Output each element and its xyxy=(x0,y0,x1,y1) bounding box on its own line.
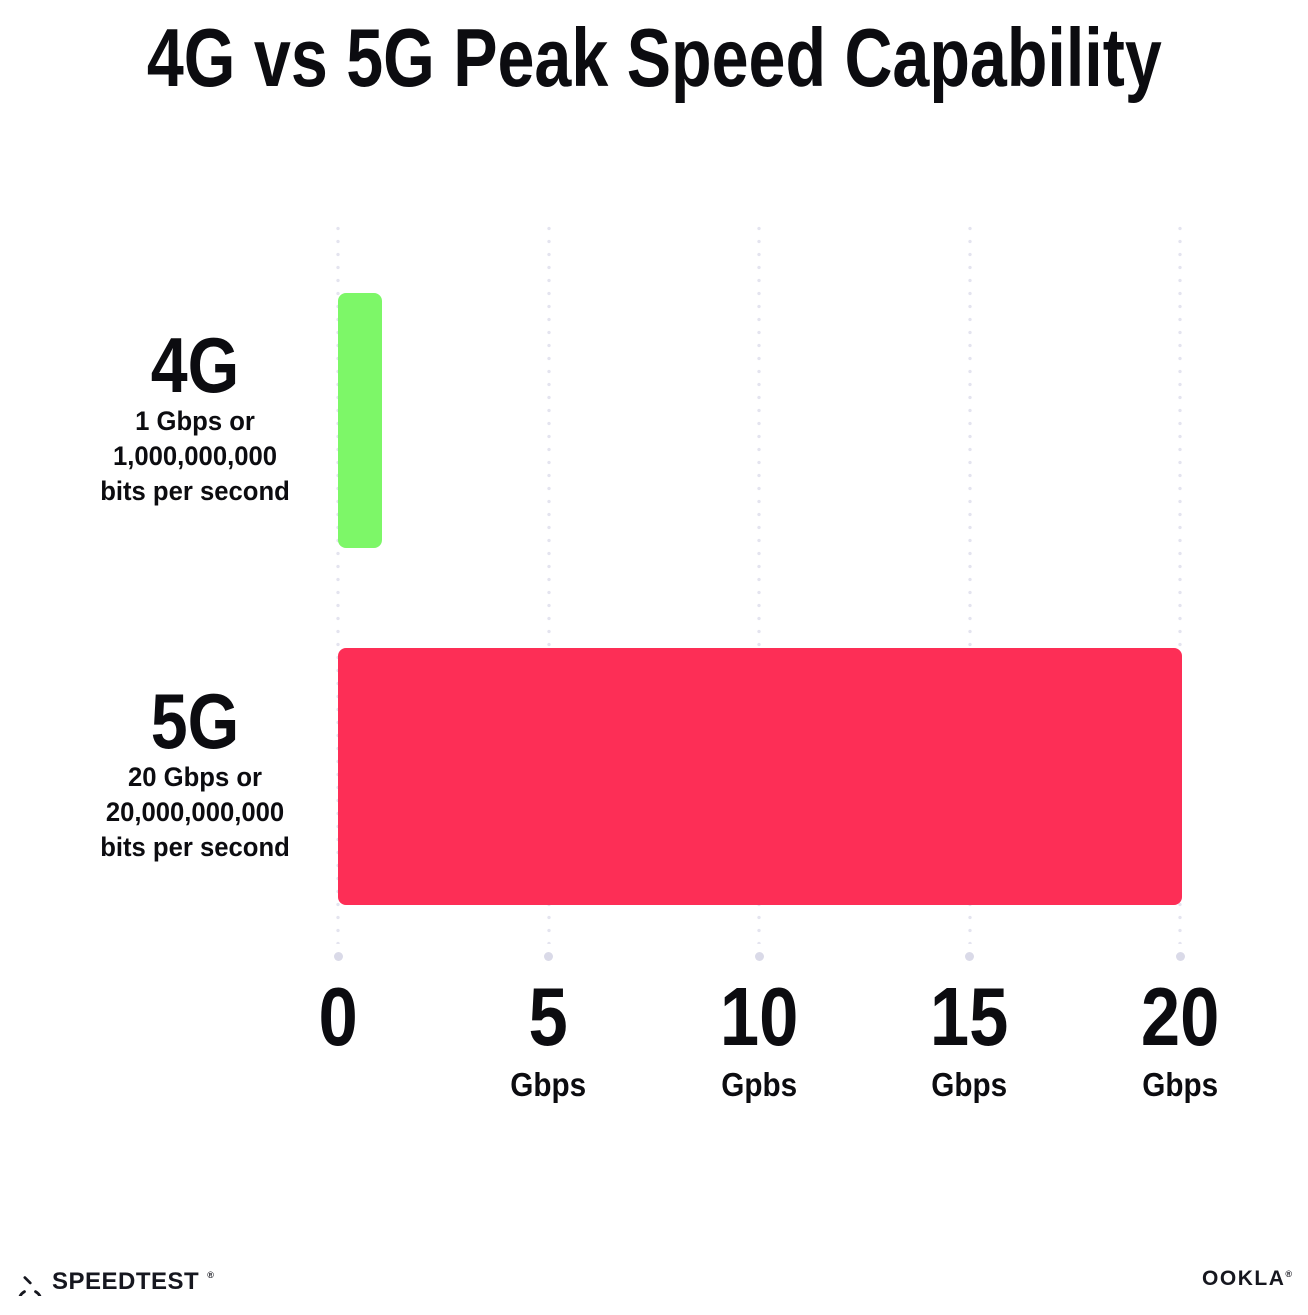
gridline xyxy=(757,222,761,944)
x-tick-label: 5 Gbps xyxy=(439,970,659,1104)
gridline-end-dot xyxy=(1175,951,1185,961)
bar-4g xyxy=(338,293,383,548)
x-tick-value: 0 xyxy=(228,970,448,1063)
category-desc-5g: 20 Gbps or 20,000,000,000 bits per secon… xyxy=(53,760,338,865)
x-tick-value-text: 15 xyxy=(930,970,1009,1063)
desc-line: 20,000,000,000 xyxy=(105,797,285,827)
speedometer-gauge-icon xyxy=(18,1276,42,1296)
gridline xyxy=(967,222,972,944)
ookla-wordmark: OOKLA xyxy=(1202,1267,1286,1290)
x-tick-label: 10 Gpbs xyxy=(649,970,869,1104)
desc-line: bits per second xyxy=(100,476,290,506)
chart-title: 4G vs 5G Peak Speed Capability xyxy=(0,16,1308,99)
x-tick-value-text: 0 xyxy=(318,970,358,1063)
gridline xyxy=(1178,222,1182,944)
x-tick-value: 10 xyxy=(649,970,869,1063)
registered-trademark-mark: ® xyxy=(207,1270,214,1280)
ookla-logo: OOKLA ® xyxy=(1202,1267,1292,1291)
x-tick-value-text: 20 xyxy=(1140,970,1220,1063)
x-tick-unit: Gbps xyxy=(860,1066,1080,1104)
category-label-5g: 5G 20 Gbps or 20,000,000,000 bits per se… xyxy=(45,682,345,865)
x-tick-unit: Gbps xyxy=(1070,1066,1290,1104)
gridline-end-dot xyxy=(544,951,553,961)
speedtest-logo: SPEEDTEST ® xyxy=(16,1268,214,1296)
x-tick-value: 15 xyxy=(860,970,1080,1063)
desc-line: 1 Gbps or xyxy=(135,406,255,436)
x-tick-unit-text: Gbps xyxy=(510,1065,587,1103)
chart-title-text: 4G vs 5G Peak Speed Capability xyxy=(146,11,1162,104)
x-tick-label: 20 Gbps xyxy=(1070,970,1290,1104)
x-tick-label: 0 xyxy=(228,970,448,1063)
desc-line: bits per second xyxy=(100,832,290,862)
category-desc-4g: 1 Gbps or 1,000,000,000 bits per second xyxy=(53,404,338,509)
bar-5g xyxy=(338,648,1182,905)
x-tick-unit-text: Gpbs xyxy=(721,1065,797,1103)
x-tick-value: 20 xyxy=(1070,970,1290,1063)
category-label-4g: 4G 1 Gbps or 1,000,000,000 bits per seco… xyxy=(45,326,345,509)
x-tick-unit: Gpbs xyxy=(649,1066,869,1104)
x-tick-label: 15 Gbps xyxy=(860,970,1080,1104)
category-name-4g: 4G xyxy=(150,321,240,409)
x-tick-unit-text: Gbps xyxy=(1142,1065,1218,1103)
category-name-5g: 5G xyxy=(150,677,240,765)
x-tick-value-text: 5 xyxy=(528,970,569,1063)
speedtest-wordmark: SPEEDTEST xyxy=(52,1268,200,1295)
gridline-end-dot xyxy=(754,951,764,961)
x-tick-value-text: 10 xyxy=(719,970,799,1063)
gridline xyxy=(546,222,551,944)
desc-line: 1,000,000,000 xyxy=(112,441,278,471)
x-tick-unit-text: Gbps xyxy=(931,1065,1008,1103)
registered-trademark-mark: ® xyxy=(1285,1269,1292,1279)
gridline-end-dot xyxy=(965,951,974,961)
x-tick-unit: Gbps xyxy=(439,1066,659,1104)
desc-line: 20 Gbps or xyxy=(127,762,262,792)
x-tick-value: 5 xyxy=(439,970,659,1063)
gridline-end-dot xyxy=(333,951,343,961)
gridline xyxy=(336,222,340,944)
